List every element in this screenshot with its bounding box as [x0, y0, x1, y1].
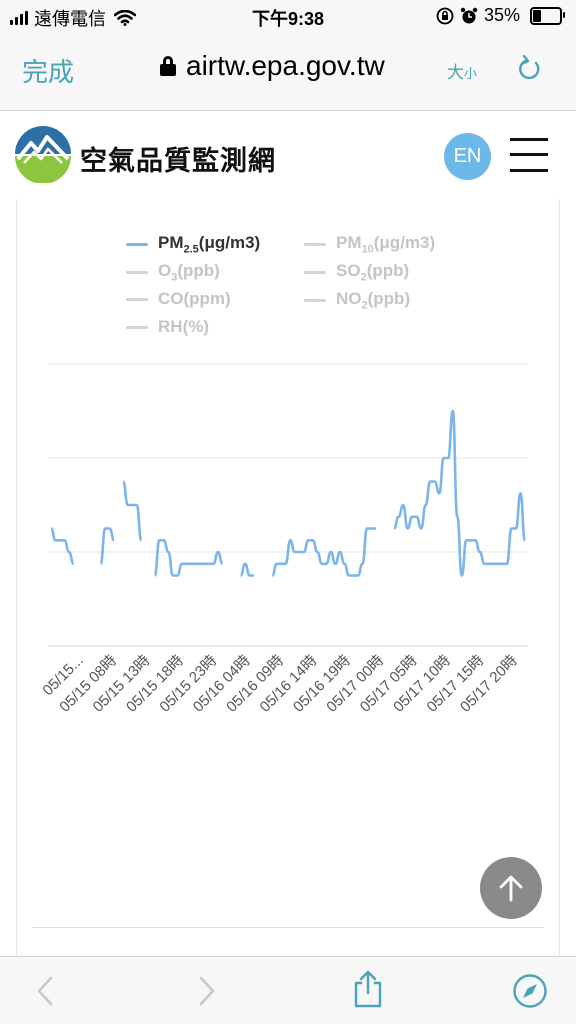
legend-label: PM2.5(μg/m3) — [158, 233, 261, 256]
reload-icon[interactable] — [516, 54, 544, 84]
cellular-signal-icon — [10, 11, 28, 25]
text-size-large-label: 大 — [447, 63, 464, 82]
legend-label: CO(ppm) — [158, 289, 231, 308]
language-en-button[interactable]: EN — [444, 133, 491, 180]
wifi-icon — [114, 10, 136, 26]
series-line-pm25 — [239, 562, 255, 577]
battery-percent: 35% — [483, 5, 520, 25]
legend-item-pm25[interactable]: PM2.5(μg/m3) — [126, 233, 260, 255]
legend-swatch — [304, 298, 326, 302]
site-logo[interactable] — [14, 125, 72, 183]
battery-icon — [530, 6, 565, 25]
carrier-name: 遠傳電信 — [34, 9, 106, 29]
arrow-up-icon — [499, 875, 523, 902]
hamburger-menu-icon[interactable] — [510, 137, 548, 173]
legend-swatch — [126, 297, 148, 301]
legend-item-rh[interactable]: RH(%) — [126, 317, 209, 337]
series-line-pm25 — [99, 527, 115, 566]
legend-label: O3(ppb) — [158, 261, 220, 284]
series-line-pm25 — [153, 539, 224, 577]
compass-icon[interactable] — [512, 973, 548, 1009]
card-divider — [32, 927, 544, 928]
legend-swatch — [126, 325, 148, 329]
chevron-right-icon[interactable] — [196, 975, 218, 1007]
done-button[interactable]: 完成 — [22, 57, 75, 87]
lock-icon — [160, 56, 176, 76]
text-size-small-label: 小 — [464, 66, 478, 81]
content-area: PM2.5(μg/m3) PM10(μg/m3) O3(ppb) SO2(ppb… — [0, 199, 576, 956]
address-bar: 完成 airtw.epa.gov.tw 大小 — [0, 32, 576, 111]
site-title[interactable]: 空氣品質監測網 — [80, 146, 276, 176]
alarm-icon — [460, 7, 478, 23]
browser-toolbar — [0, 956, 576, 1024]
legend-label: RH(%) — [158, 317, 210, 336]
legend-item-pm10[interactable]: PM10(μg/m3) — [304, 233, 435, 255]
legend-item-o3[interactable]: O3(ppb) — [126, 261, 220, 283]
chart-card — [16, 199, 560, 956]
chart-legend: PM2.5(μg/m3) PM10(μg/m3) O3(ppb) SO2(ppb… — [0, 199, 576, 349]
share-icon[interactable] — [352, 969, 384, 1009]
legend-label: PM10(μg/m3) — [336, 233, 436, 256]
legend-item-no2[interactable]: NO2(ppb) — [304, 289, 410, 311]
legend-label: SO2(ppb) — [336, 261, 410, 284]
legend-swatch — [304, 242, 326, 246]
legend-item-co[interactable]: CO(ppm) — [126, 289, 231, 309]
legend-swatch — [126, 270, 148, 274]
legend-label: NO2(ppb) — [336, 289, 411, 312]
legend-item-so2[interactable]: SO2(ppb) — [304, 261, 409, 283]
series-line-pm25 — [50, 527, 75, 566]
text-size-button[interactable]: 大小 — [447, 58, 477, 83]
series-line-pm25 — [271, 527, 376, 577]
series-line-pm25 — [393, 409, 527, 577]
chevron-left-icon[interactable] — [34, 975, 56, 1007]
url-text: airtw.epa.gov.tw — [186, 50, 385, 81]
status-bar: 遠傳電信 下午9:38 35% — [0, 0, 576, 32]
clock: 下午9:38 — [251, 9, 325, 29]
orientation-lock-icon — [436, 7, 454, 24]
scroll-to-top-button[interactable] — [480, 857, 542, 919]
legend-swatch — [126, 242, 148, 246]
battery-level — [533, 9, 542, 22]
legend-swatch — [304, 270, 326, 274]
site-header: 空氣品質監測網 EN — [0, 111, 576, 199]
url-field[interactable]: airtw.epa.gov.tw — [160, 50, 385, 82]
series-line-pm25 — [121, 480, 143, 542]
